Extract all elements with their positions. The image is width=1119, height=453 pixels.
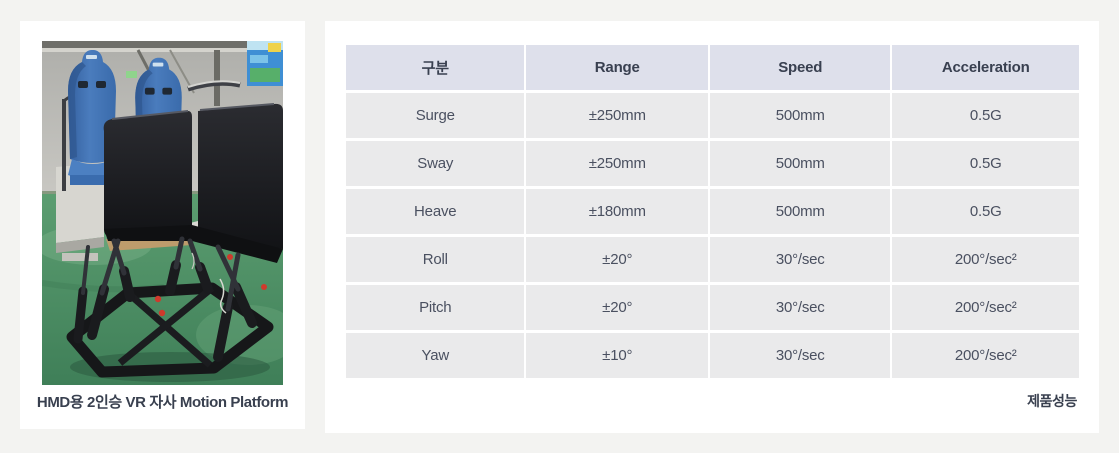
table-row-heave: Heave ±180mm 500mm 0.5G — [346, 189, 1079, 234]
product-photo — [42, 41, 283, 385]
cell-acceleration: 0.5G — [892, 189, 1079, 234]
photo-cowling — [103, 103, 283, 263]
table-note: 제품성능 — [1027, 393, 1077, 409]
photo-hexapod-base — [66, 236, 274, 382]
table-header-row: 구분 Range Speed Acceleration — [346, 45, 1079, 90]
cell-speed: 30°/sec — [709, 333, 891, 378]
cell-speed: 500mm — [709, 93, 891, 138]
photo-panel: HMD용 2인승 VR 자사 Motion Platform — [20, 21, 305, 429]
table-row-sway: Sway ±250mm 500mm 0.5G — [346, 141, 1079, 186]
table-row-surge: Surge ±250mm 500mm 0.5G — [346, 93, 1079, 138]
cell-acceleration: 200°/sec² — [892, 285, 1079, 330]
photo-caption: HMD용 2인승 VR 자사 Motion Platform — [36, 394, 289, 411]
row-label: Roll — [346, 237, 525, 282]
cell-range: ±10° — [526, 333, 708, 378]
table-row-roll: Roll ±20° 30°/sec 200°/sec² — [346, 237, 1079, 282]
cell-speed: 500mm — [709, 189, 891, 234]
cell-speed: 500mm — [709, 141, 891, 186]
row-label: Surge — [346, 93, 525, 138]
cell-range: ±180mm — [526, 189, 708, 234]
cell-acceleration: 0.5G — [892, 93, 1079, 138]
cell-speed: 30°/sec — [709, 285, 891, 330]
cell-speed: 30°/sec — [709, 237, 891, 282]
row-label: Yaw — [346, 333, 525, 378]
table-row-yaw: Yaw ±10° 30°/sec 200°/sec² — [346, 333, 1079, 378]
column-header-range: Range — [526, 45, 708, 90]
cell-range: ±20° — [526, 237, 708, 282]
cell-acceleration: 0.5G — [892, 141, 1079, 186]
table-row-pitch: Pitch ±20° 30°/sec 200°/sec² — [346, 285, 1079, 330]
cell-range: ±250mm — [526, 93, 708, 138]
spec-panel: 구분 Range Speed Acceleration Surge ±250mm… — [325, 21, 1099, 433]
photo-poster — [247, 41, 283, 86]
column-header-category: 구분 — [346, 45, 525, 90]
row-label: Sway — [346, 141, 525, 186]
column-header-acceleration: Acceleration — [892, 45, 1079, 90]
cell-range: ±250mm — [526, 141, 708, 186]
product-photo-illustration — [42, 41, 283, 385]
cell-range: ±20° — [526, 285, 708, 330]
row-label: Pitch — [346, 285, 525, 330]
spec-table: 구분 Range Speed Acceleration Surge ±250mm… — [344, 42, 1081, 381]
column-header-speed: Speed — [709, 45, 891, 90]
row-label: Heave — [346, 189, 525, 234]
cell-acceleration: 200°/sec² — [892, 333, 1079, 378]
cell-acceleration: 200°/sec² — [892, 237, 1079, 282]
